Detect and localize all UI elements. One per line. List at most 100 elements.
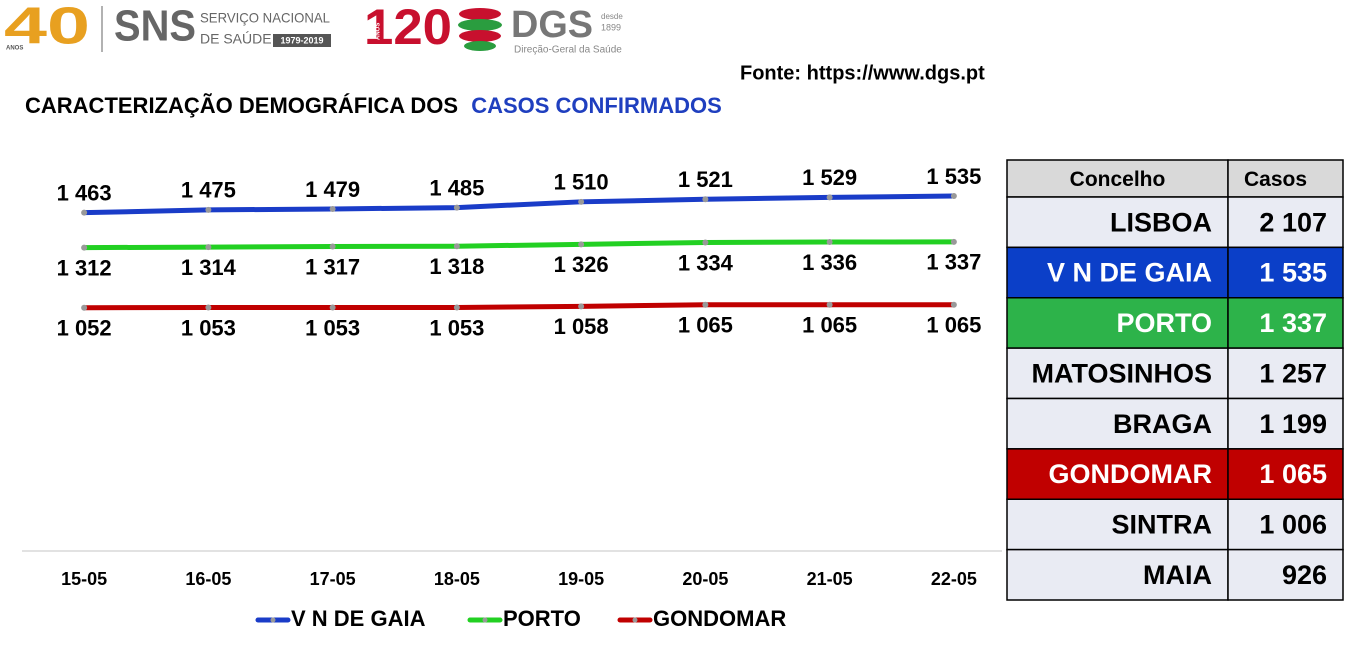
header-cell [1006,159,1229,198]
cell [1006,397,1229,450]
sns-years: 1979-2019 [280,35,323,45]
cell-name: PORTO [1116,308,1212,338]
point [81,209,88,216]
logos: 40 ANOS SNS SERVIÇO NACIONAL DE SAÚDE 19… [4,0,623,56]
sns-line2: DE SAÚDE [200,31,272,47]
x-tick-label: 22-05 [931,569,977,589]
x-tick-label: 20-05 [682,569,728,589]
source: Fonte: https://www.dgs.pt [740,62,985,84]
cell-name: LISBOA [1110,207,1212,237]
value-label: 1 529 [802,165,857,190]
legend-label: PORTO [503,606,581,631]
cell-name: GONDOMAR [1049,459,1213,489]
legend-label: GONDOMAR [653,606,786,631]
cell [1006,297,1229,349]
point [826,194,833,201]
value-label: 1 475 [181,178,236,203]
value-label: 1 510 [554,170,609,195]
header-cell [1227,159,1344,198]
logo-40: 40 [4,0,90,56]
header-text: Casos [1244,168,1307,191]
cell [1227,246,1344,299]
cell [1006,196,1229,249]
series-line [81,193,957,216]
value-label: 1 463 [57,180,112,205]
cell [1006,347,1229,400]
x-tick-label: 17-05 [310,569,356,589]
dgs-since-year: 1899 [601,22,621,32]
cell-name: MAIA [1143,560,1212,590]
point [453,243,460,250]
cell [1227,548,1344,601]
point [702,301,709,308]
legend-dot [270,617,276,623]
value-label: 1 336 [802,250,857,275]
legend-label: V N DE GAIA [291,606,426,631]
point [81,304,88,311]
value-label: 1 326 [554,252,609,277]
point [205,244,212,251]
cell-value: 1 535 [1259,258,1327,288]
point [950,238,957,245]
x-tick-label: 16-05 [185,569,231,589]
point [950,193,957,200]
point [453,204,460,211]
chart-title: CARACTERIZAÇÃO DEMOGRÁFICA DOS CASOS CON… [25,93,722,118]
value-label: 1 479 [305,177,360,202]
dgs-since: desde [601,12,623,21]
cell-value: 1 337 [1259,308,1327,338]
point [826,301,833,308]
value-label: 1 535 [926,164,981,189]
cell [1006,548,1229,601]
value-label: 1 314 [181,255,237,280]
logo-120: 120 [364,0,452,55]
series-line [81,302,957,311]
cell-value: 2 107 [1259,207,1327,237]
cell [1227,196,1344,249]
logo-120-small: ANOS [376,23,382,40]
value-label: 1 065 [678,313,733,338]
cell-name: MATOSINHOS [1031,358,1212,388]
cell [1006,498,1229,551]
cell [1227,297,1344,349]
point [950,301,957,308]
value-label: 1 485 [429,175,484,200]
point [329,243,336,250]
cell-name: V N DE GAIA [1047,258,1212,288]
value-label: 1 053 [181,315,236,340]
point [578,303,585,310]
cell-name: BRAGA [1113,409,1212,439]
cell [1227,498,1344,551]
point [578,198,585,205]
point [329,205,336,212]
value-label: 1 053 [429,315,484,340]
value-label: 1 058 [554,314,609,339]
cell-value: 1 006 [1259,510,1327,540]
x-tick-label: 21-05 [807,569,853,589]
point [329,304,336,311]
series-line [81,239,957,251]
dgs-name: Direção-Geral da Saúde [514,45,622,56]
point [205,304,212,311]
years-box [273,34,331,47]
value-label: 1 312 [57,255,112,280]
point [81,244,88,251]
cell-value: 926 [1282,560,1327,590]
value-label: 1 521 [678,167,733,192]
point [578,241,585,248]
point [453,304,460,311]
value-label: 1 334 [678,250,734,275]
cell [1006,448,1229,500]
point [702,196,709,203]
cell-value: 1 257 [1259,358,1327,388]
title-part: CARACTERIZAÇÃO DEMOGRÁFICA DOS [25,93,458,118]
cell [1227,397,1344,450]
cell-value: 1 199 [1259,409,1327,439]
value-label: 1 337 [926,250,981,275]
dgs-emblem [458,8,502,51]
plot: 15-05 16-05 17-05 18-05 19-05 20-05 21-05 22-05… [57,164,982,589]
legend: V N DE GAIA PORTO GONDOMAR [255,606,786,631]
point [205,206,212,213]
header-text: Concelho [1070,168,1166,191]
